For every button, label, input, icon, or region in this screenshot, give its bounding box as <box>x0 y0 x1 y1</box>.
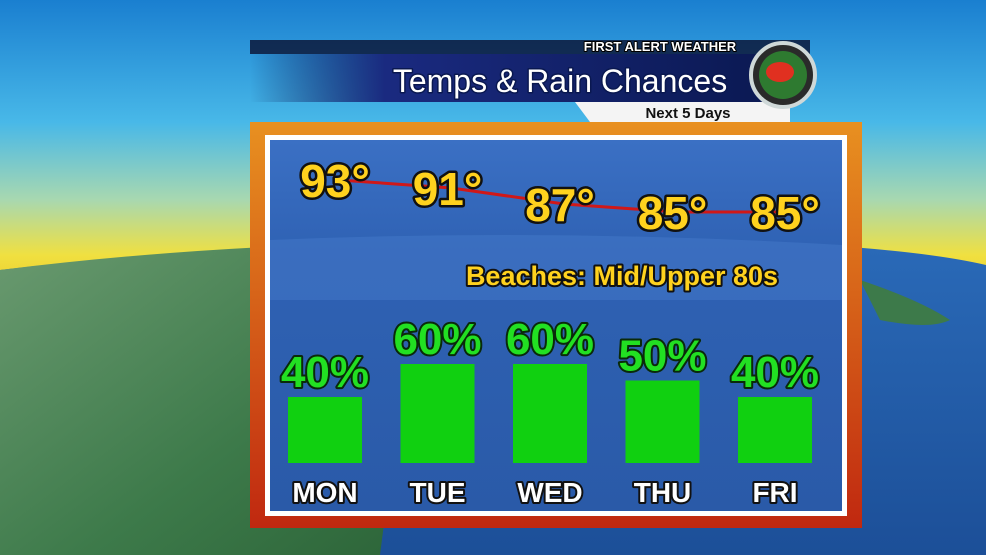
rain-label: 40% <box>731 348 819 397</box>
title: Temps & Rain Chances <box>393 63 727 99</box>
temp-label: 91° <box>413 163 483 215</box>
day-label: WED <box>517 477 582 508</box>
day-label: TUE <box>410 477 466 508</box>
rain-label: 60% <box>393 315 481 364</box>
day-label: FRI <box>752 477 797 508</box>
day-label: MON <box>292 477 357 508</box>
rain-bar <box>400 364 475 463</box>
rain-bar <box>738 397 812 463</box>
rain-label: 40% <box>281 348 369 397</box>
rain-bar <box>288 397 362 463</box>
plot: 93° 91° 87° 85° 85° Beaches: Mid/Upper 80s 40%… <box>279 153 822 511</box>
rain-label: 50% <box>618 332 706 381</box>
subtitle-box <box>575 102 790 122</box>
temp-label: 87° <box>525 179 595 231</box>
annotation: Beaches: Mid/Upper 80s <box>466 261 778 291</box>
rain-bar <box>625 380 700 463</box>
rain-bar <box>513 364 587 463</box>
banner <box>250 54 790 102</box>
temp-label: 85° <box>638 187 708 239</box>
temp-label: 93° <box>300 155 370 207</box>
temp-label: 85° <box>750 187 820 239</box>
land <box>860 280 950 325</box>
banner-top <box>250 40 810 54</box>
brand: FIRST ALERT WEATHER <box>584 39 737 54</box>
panel-map <box>270 235 842 300</box>
day-label: THU <box>634 477 692 508</box>
temp-line <box>338 178 789 214</box>
subtitle: Next 5 Days <box>645 105 730 122</box>
logo-storm <box>766 62 794 82</box>
rain-label: 60% <box>506 315 594 364</box>
